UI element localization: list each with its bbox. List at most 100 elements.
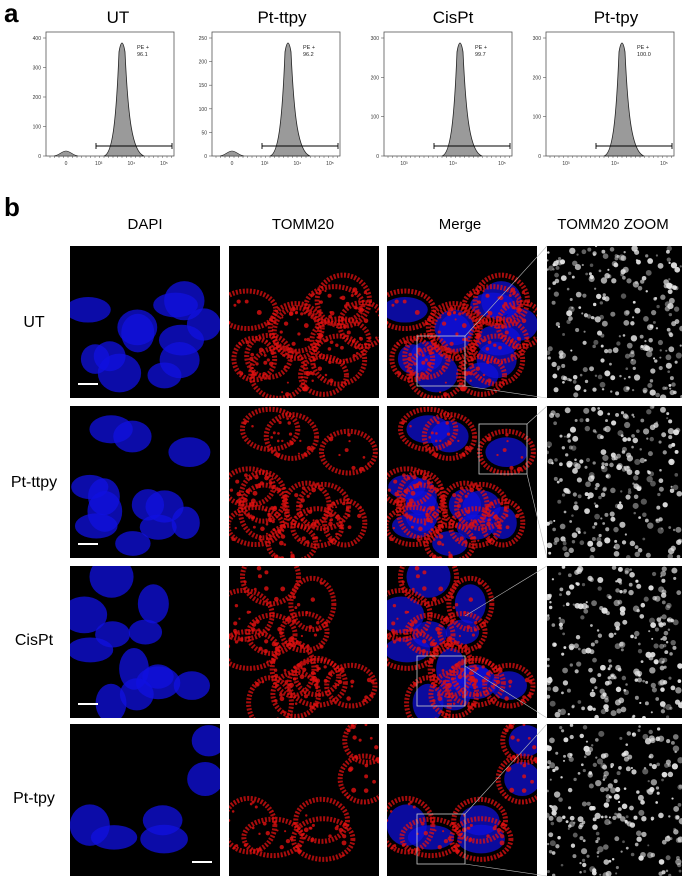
zoom-mitochondrion	[607, 680, 612, 685]
mitochondria-speck	[272, 431, 276, 435]
mitochondria-speck	[482, 373, 486, 377]
zoom-mitochondrion	[609, 511, 615, 517]
zoom-mitochondrion	[679, 325, 682, 332]
mitochondria-speck	[469, 521, 475, 526]
histogram-gate-value: 96.1	[137, 52, 148, 58]
mitochondria-speck	[305, 814, 308, 817]
zoom-mitochondrion	[567, 573, 572, 578]
zoom-mitochondrion	[657, 492, 661, 497]
mitochondria-speck	[503, 301, 508, 306]
histogram-xtick-label: 10⁴	[611, 161, 619, 167]
zoom-mitochondrion	[661, 566, 667, 572]
mitochondria-speck	[328, 834, 332, 838]
mitochondria-speck	[486, 436, 492, 442]
zoom-mitochondrion	[633, 815, 638, 820]
mitochondria-speck	[303, 311, 307, 315]
mitochondria-speck	[282, 710, 286, 714]
zoom-mitochondrion	[648, 729, 653, 735]
zoom-mitochondrion	[661, 432, 667, 438]
zoom-mitochondrion	[596, 537, 602, 542]
histogram-negative-peak	[53, 150, 79, 157]
zoom-mitochondrion	[622, 437, 628, 442]
zoom-mitochondrion	[608, 664, 613, 668]
micrograph-merge	[387, 724, 537, 876]
zoom-mitochondrion	[647, 522, 654, 529]
zoom-mitochondrion	[604, 537, 611, 544]
mitochondria-speck	[266, 660, 269, 663]
zoom-mitochondrion	[620, 268, 626, 274]
mitochondria-speck	[345, 358, 348, 361]
mitochondria-speck	[467, 705, 472, 710]
mitochondria-speck	[362, 698, 367, 703]
zoom-mitochondrion	[573, 777, 577, 782]
mitochondria-speck	[517, 506, 520, 509]
mitochondria-speck	[296, 603, 301, 607]
zoom-mitochondrion	[628, 375, 631, 379]
mitochondria-speck	[463, 540, 468, 544]
zoom-mitochondrion	[572, 260, 578, 266]
zoom-mitochondrion	[652, 320, 656, 324]
mitochondria-speck	[469, 823, 473, 827]
mitochondria-speck	[458, 833, 462, 837]
mitochondria-speck	[283, 543, 287, 546]
zoom-mitochondrion	[668, 458, 675, 466]
zoom-mitochondrion	[571, 306, 574, 309]
zoom-mitochondrion	[547, 350, 551, 356]
zoom-mitochondrion	[581, 312, 584, 315]
nucleus	[70, 297, 111, 323]
zoom-mitochondrion	[617, 566, 623, 572]
mitochondria-speck	[324, 373, 328, 377]
zoom-mitochondrion	[670, 639, 676, 646]
zoom-mitochondrion	[599, 605, 604, 611]
zoom-mitochondrion	[577, 700, 582, 704]
mitochondria-speck	[506, 766, 512, 771]
zoom-mitochondrion	[556, 480, 560, 484]
zoom-mitochondrion	[675, 427, 681, 433]
zoom-mitochondrion	[668, 278, 671, 281]
mitochondria-speck	[244, 512, 247, 515]
nucleus	[153, 292, 198, 318]
mitochondria-speck	[470, 519, 473, 522]
mitochondria-speck	[308, 826, 312, 830]
zoom-mitochondrion	[660, 570, 667, 577]
zoom-mitochondrion	[601, 320, 608, 327]
zoom-mitochondrion	[652, 595, 657, 601]
zoom-mitochondrion	[581, 263, 584, 267]
zoom-mitochondrion	[565, 820, 569, 824]
mitochondria-speck	[255, 619, 260, 624]
zoom-mitochondrion	[590, 315, 595, 320]
zoom-mitochondrion	[571, 532, 578, 538]
zoom-mitochondrion	[633, 475, 639, 481]
mitochondria-speck	[246, 420, 250, 423]
zoom-mitochondrion	[622, 334, 626, 337]
zoom-mitochondrion	[630, 321, 635, 326]
zoom-mitochondrion	[581, 801, 587, 807]
zoom-mitochondrion	[668, 873, 672, 876]
zoom-mitochondrion	[591, 744, 594, 747]
zoom-mitochondrion	[617, 503, 624, 510]
zoom-mitochondrion	[667, 370, 671, 374]
mitochondria-speck	[416, 347, 422, 353]
mitochondria-speck	[410, 490, 416, 496]
mitochondria-ring	[310, 333, 368, 387]
zoom-mitochondrion	[625, 367, 629, 371]
zoom-mitochondrion	[551, 805, 558, 812]
mitochondria-speck	[414, 566, 420, 571]
mitochondria-speck	[324, 289, 327, 293]
mitochondria-speck	[497, 667, 503, 672]
zoom-mitochondrion	[643, 766, 647, 770]
zoom-mitochondrion	[640, 660, 644, 663]
zoom-mitochondrion	[658, 486, 664, 492]
zoom-mitochondrion	[559, 462, 563, 467]
mitochondria-speck	[288, 311, 293, 316]
mitochondria-speck	[487, 340, 492, 345]
zoom-mitochondrion	[580, 763, 584, 767]
mitochondria-speck	[297, 332, 301, 336]
zoom-mitochondrion	[577, 647, 581, 651]
zoom-mitochondrion	[569, 247, 576, 255]
zoom-mitochondrion	[656, 762, 660, 767]
mitochondria-speck	[264, 475, 269, 481]
mitochondria-speck	[359, 506, 362, 509]
zoom-mitochondrion	[651, 637, 654, 640]
mitochondria-speck	[343, 324, 348, 329]
